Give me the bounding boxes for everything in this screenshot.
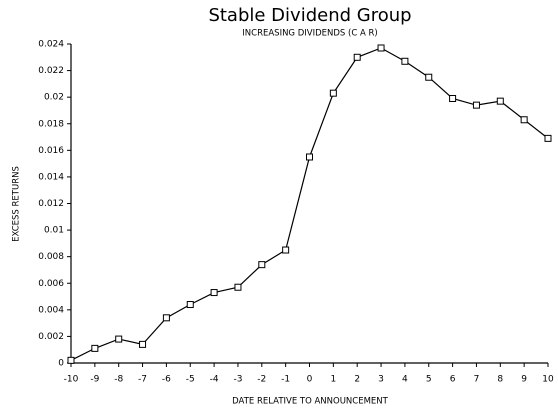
x-tick-label: 10 xyxy=(542,375,554,385)
x-axis-label: DATE RELATIVE TO ANNOUNCEMENT xyxy=(232,397,389,407)
marker xyxy=(496,97,504,105)
y-tick-label: 0 xyxy=(58,359,64,369)
y-tick-label: 0.012 xyxy=(38,199,64,209)
x-tick-label: 8 xyxy=(497,375,503,385)
y-tick-label: 0.008 xyxy=(38,252,64,262)
x-tick-label: -9 xyxy=(90,375,99,385)
x-tick-label: 3 xyxy=(378,375,384,385)
x-tick-label: -1 xyxy=(281,375,290,385)
y-tick-label: 0.02 xyxy=(44,93,64,103)
series-line xyxy=(70,47,549,361)
marker xyxy=(186,301,194,309)
y-tick-label: 0.024 xyxy=(38,40,64,50)
x-tick-label: 7 xyxy=(474,375,480,385)
chart-subtitle: INCREASING DIVIDENDS (C A R) xyxy=(242,29,377,39)
y-tick-label: 0.016 xyxy=(38,146,64,156)
x-tick-label: -3 xyxy=(233,375,242,385)
x-tick-label: -5 xyxy=(186,375,195,385)
x-tick-label: -6 xyxy=(162,375,171,385)
x-tick-label: 4 xyxy=(402,375,408,385)
marker xyxy=(520,116,528,124)
y-tick-label: 0.006 xyxy=(38,279,64,289)
marker xyxy=(449,94,457,102)
marker xyxy=(425,73,433,81)
marker xyxy=(210,289,218,297)
y-tick-label: 0.002 xyxy=(38,332,64,342)
x-tick-label: -4 xyxy=(210,375,219,385)
chart-title: Stable Dividend Group xyxy=(208,5,411,26)
x-tick-label: 6 xyxy=(450,375,456,385)
marker xyxy=(544,134,552,142)
x-tick-label: -2 xyxy=(257,375,266,385)
x-tick-label: -7 xyxy=(138,375,147,385)
x-tick-label: -10 xyxy=(64,375,79,385)
x-tick-label: 9 xyxy=(521,375,527,385)
y-tick-label: 0.022 xyxy=(38,66,64,76)
marker xyxy=(67,356,75,364)
marker xyxy=(329,89,337,97)
marker xyxy=(377,44,385,52)
marker xyxy=(258,261,266,269)
x-tick-label: -8 xyxy=(114,375,123,385)
marker xyxy=(306,153,313,161)
y-tick-label: 0.004 xyxy=(38,305,64,315)
x-tick-label: 2 xyxy=(354,375,360,385)
marker xyxy=(115,335,123,343)
marker xyxy=(139,340,147,348)
marker xyxy=(472,101,480,109)
x-tick-label: 0 xyxy=(307,375,313,385)
marker xyxy=(162,314,170,322)
marker xyxy=(234,283,242,291)
x-tick-label: 5 xyxy=(426,375,432,385)
y-axis-label: EXCESS RETURNS xyxy=(12,166,22,242)
marker xyxy=(353,53,361,61)
marker xyxy=(401,57,409,65)
y-tick-label: 0.01 xyxy=(44,226,64,236)
marker xyxy=(91,344,99,352)
marker xyxy=(282,246,290,254)
y-tick-label: 0.014 xyxy=(38,172,64,182)
x-tick-label: 1 xyxy=(330,375,336,385)
y-tick-label: 0.018 xyxy=(38,119,64,129)
